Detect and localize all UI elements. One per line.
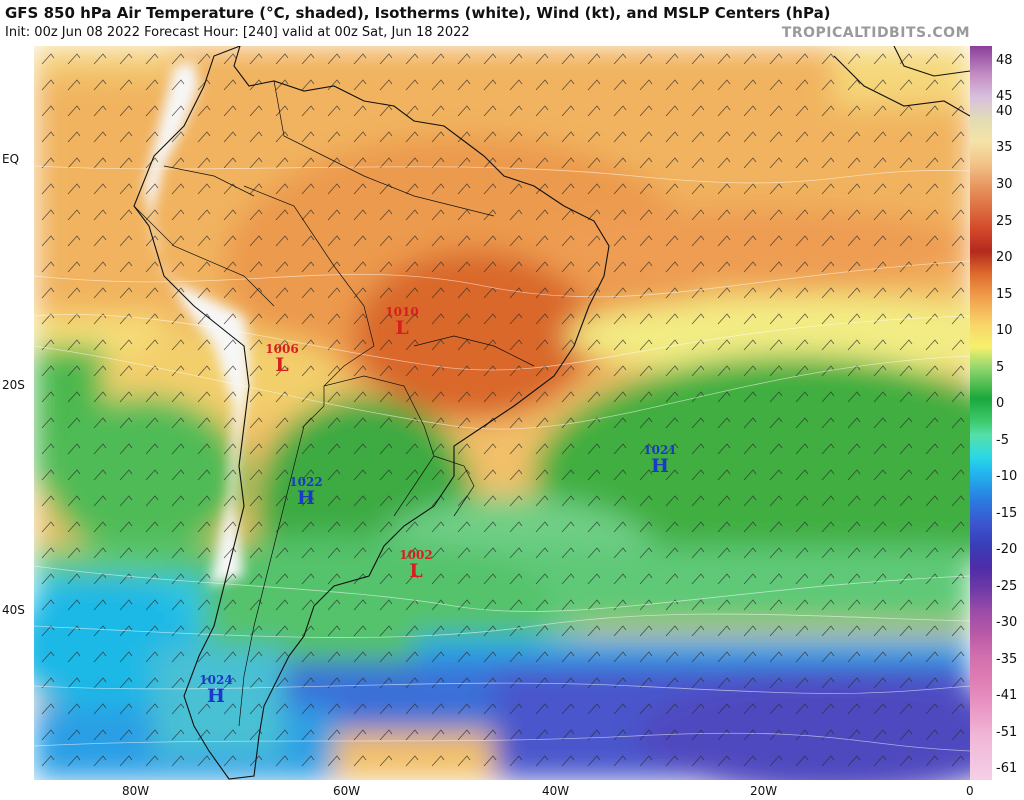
pressure-symbol: H bbox=[297, 487, 315, 509]
colorbar-label: -10 bbox=[996, 469, 1018, 484]
colorbar-label: -61 bbox=[996, 761, 1018, 776]
colorbar-label: -5 bbox=[996, 433, 1009, 448]
pressure-value: 1002 bbox=[399, 548, 433, 562]
pressure-symbol: H bbox=[207, 685, 225, 707]
pressure-center-low-1006: 1006 L bbox=[260, 343, 304, 375]
map-svg bbox=[34, 46, 970, 780]
pressure-value: 1022 bbox=[289, 475, 323, 489]
map-title: GFS 850 hPa Air Temperature (°C, shaded)… bbox=[5, 4, 831, 22]
colorbar-label: 30 bbox=[996, 177, 1013, 192]
brand-watermark: TROPICALTIDBITS.COM bbox=[781, 25, 970, 41]
colorbar-label: -25 bbox=[996, 579, 1018, 594]
colorbar-label: -15 bbox=[996, 506, 1018, 521]
colorbar-label: -30 bbox=[996, 615, 1018, 630]
lon-label-20w: 20W bbox=[750, 784, 778, 798]
pressure-center-high-1022: 1022 H bbox=[284, 476, 328, 508]
wind-barbs bbox=[34, 46, 970, 780]
pressure-symbol: L bbox=[395, 317, 409, 339]
pressure-value: 1010 bbox=[385, 305, 419, 319]
isotherms bbox=[34, 165, 970, 752]
colorbar-label: -41 bbox=[996, 688, 1018, 703]
lat-label-eq: EQ bbox=[2, 152, 20, 166]
pressure-symbol: H bbox=[651, 455, 669, 477]
colorbar-label: -35 bbox=[996, 652, 1018, 667]
colorbar-label: -20 bbox=[996, 542, 1018, 557]
pressure-center-low-1010: 1010 L bbox=[380, 306, 424, 338]
map-subtitle: Init: 00z Jun 08 2022 Forecast Hour: [24… bbox=[5, 25, 470, 40]
pressure-center-low-1002: 1002 L bbox=[394, 549, 438, 581]
lon-label-60w: 60W bbox=[333, 784, 361, 798]
colorbar-label: 15 bbox=[996, 287, 1013, 302]
lon-label-80w: 80W bbox=[122, 784, 150, 798]
header: GFS 850 hPa Air Temperature (°C, shaded)… bbox=[0, 0, 1024, 46]
pressure-value: 1024 bbox=[199, 673, 233, 687]
temperature-map bbox=[34, 46, 970, 780]
colorbar-label: 25 bbox=[996, 214, 1013, 229]
colorbar-label: 0 bbox=[996, 396, 1005, 411]
colorbar-label: 45 bbox=[996, 89, 1013, 104]
lon-label-40w: 40W bbox=[542, 784, 570, 798]
colorbar-label: 10 bbox=[996, 323, 1013, 338]
colorbar-label: 20 bbox=[996, 250, 1013, 265]
pressure-center-high-1021: 1021 H bbox=[638, 444, 682, 476]
country-borders bbox=[133, 80, 535, 727]
lon-label-0: 0 bbox=[966, 784, 974, 798]
colorbar-label: 48 bbox=[996, 53, 1013, 68]
colorbar-label: 40 bbox=[996, 104, 1013, 119]
lat-label-40s: 40S bbox=[2, 603, 25, 617]
colorbar-label: -51 bbox=[996, 725, 1018, 740]
pressure-symbol: L bbox=[409, 560, 423, 582]
pressure-symbol: L bbox=[275, 354, 289, 376]
lat-label-20s: 20S bbox=[2, 378, 25, 392]
pressure-value: 1021 bbox=[643, 443, 677, 457]
temperature-colorbar bbox=[970, 46, 992, 780]
pressure-value: 1006 bbox=[265, 342, 299, 356]
coastlines bbox=[133, 46, 970, 780]
colorbar-label: 5 bbox=[996, 360, 1005, 375]
colorbar-label: 35 bbox=[996, 140, 1013, 155]
pressure-center-high-1024: 1024 H bbox=[194, 674, 238, 706]
